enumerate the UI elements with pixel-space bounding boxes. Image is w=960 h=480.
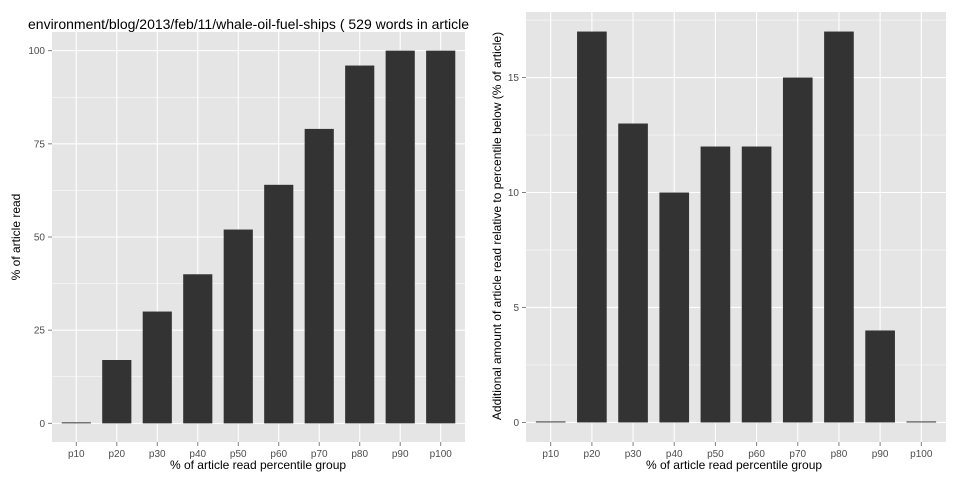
x-tick-label: p30 <box>625 449 642 460</box>
bar-p30 <box>142 311 172 424</box>
chart-left: 0 25 50 75 100 p10 p20 p30 p40 p50 p60 p70 p80 p90 p1… <box>9 16 469 472</box>
x-tick-label: p50 <box>707 449 724 460</box>
x-tick-label: p70 <box>311 449 328 460</box>
bar-p90 <box>865 330 895 423</box>
x-axis-title: % of article read percentile group <box>170 458 346 472</box>
x-tick-label: p80 <box>351 449 368 460</box>
bar-p10 <box>61 422 91 424</box>
y-tick-label: 0 <box>39 419 45 430</box>
y-axis-title: % of article read <box>9 194 23 281</box>
y-tick-label: 25 <box>34 326 46 337</box>
x-tick-label: p90 <box>872 449 889 460</box>
bar-p50 <box>700 146 731 423</box>
x-tick-label: p80 <box>831 449 848 460</box>
y-axis-title: Additional amount of article read relati… <box>490 32 504 420</box>
bar-p60 <box>741 146 772 423</box>
x-tick-label: p100 <box>910 449 933 460</box>
bar-p80 <box>345 65 375 424</box>
y-tick-label: 50 <box>34 233 46 244</box>
bar-p50 <box>223 229 253 424</box>
y-tick-label: 0 <box>513 418 519 429</box>
bar-p100 <box>906 421 937 423</box>
bar-p90 <box>385 50 415 424</box>
x-tick-label: p20 <box>584 449 601 460</box>
bar-p30 <box>618 123 648 423</box>
bar-p100 <box>426 50 456 424</box>
bar-p20 <box>577 31 607 423</box>
y-tick-label: 75 <box>34 139 46 150</box>
x-tick-label: p10 <box>542 449 559 460</box>
bar-p40 <box>659 192 690 423</box>
x-tick-label: p50 <box>230 449 247 460</box>
bar-p20 <box>102 360 132 424</box>
bar-p40 <box>183 274 213 424</box>
x-tick-label: p70 <box>789 449 806 460</box>
y-tick-label: 15 <box>508 73 520 84</box>
chart-right: 0 5 10 15 p10 p20 p30 p40 p50 p60 p70 p80 p90 p100 %… <box>490 12 946 472</box>
bar-p10 <box>535 421 566 423</box>
x-axis-title: % of article read percentile group <box>646 458 822 472</box>
x-tick-label: p20 <box>108 449 125 460</box>
bar-p70 <box>304 128 334 424</box>
x-tick-label: p100 <box>430 449 453 460</box>
x-tick-label: p10 <box>68 449 85 460</box>
bar-p60 <box>264 184 294 424</box>
x-tick-label: p60 <box>748 449 765 460</box>
x-tick-label: p60 <box>270 449 287 460</box>
y-tick-label: 5 <box>513 303 519 314</box>
chart-title: environment/blog/2013/feb/11/whale-oil-f… <box>28 16 469 32</box>
y-tick-label: 10 <box>508 188 520 199</box>
bar-p70 <box>782 77 813 423</box>
x-tick-label: p30 <box>149 449 166 460</box>
x-tick-label: p40 <box>189 449 206 460</box>
x-tick-label: p40 <box>666 449 683 460</box>
y-tick-label: 100 <box>28 46 45 57</box>
bar-p80 <box>824 31 854 423</box>
x-tick-label: p90 <box>392 449 409 460</box>
